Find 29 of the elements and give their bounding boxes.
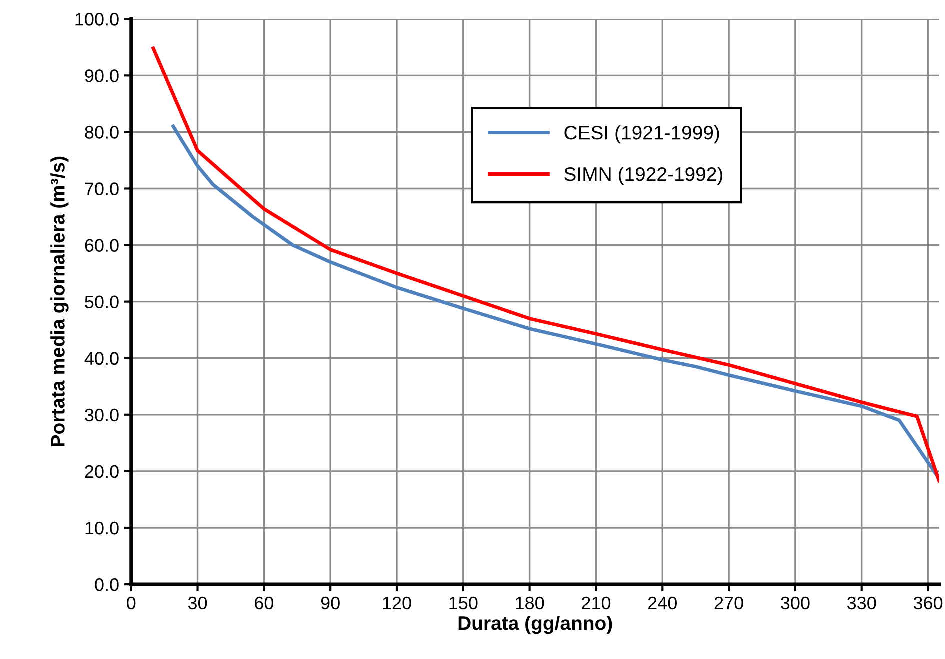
x-tick-label: 210	[582, 596, 611, 610]
y-tick-label: 20.0	[85, 465, 119, 478]
y-tick-label: 30.0	[85, 408, 119, 422]
y-tick-label: 70.0	[85, 182, 119, 196]
x-axis-title: Durata (gg/anno)	[458, 616, 612, 634]
y-tick-label: 90.0	[85, 70, 119, 82]
line-series	[152, 46, 940, 483]
x-tick-label: 30	[188, 596, 208, 610]
y-axis-title: Portata media giornaliera (m³/s)	[50, 156, 69, 446]
y-tick-label: 10.0	[86, 522, 119, 535]
x-tick-label: 180	[516, 596, 544, 610]
y-tick-label: 80.0	[85, 126, 119, 139]
x-tick-label: 0	[127, 596, 136, 610]
y-tick-label: 60.0	[85, 239, 119, 252]
y-tick-label: 100.0	[76, 13, 119, 26]
x-tick-label: 240	[648, 596, 677, 610]
legend-label: CESI (1921-1999)	[564, 125, 720, 144]
x-tick-label: 330	[847, 596, 876, 610]
x-tick-label: 360	[914, 596, 943, 610]
y-tick-label: 0.0	[95, 578, 119, 592]
x-tick-label: 60	[255, 596, 274, 610]
x-tick-label: 120	[383, 596, 412, 610]
legend-label: SIMN (1922-1992)	[564, 166, 722, 186]
y-tick-label: 40.0	[84, 352, 119, 366]
x-tick-label: 150	[450, 596, 478, 610]
x-tick-label: 270	[714, 596, 744, 610]
y-tick-label: 50.0	[85, 296, 119, 309]
x-tick-label: 90	[321, 596, 340, 610]
x-tick-label: 300	[781, 596, 810, 610]
